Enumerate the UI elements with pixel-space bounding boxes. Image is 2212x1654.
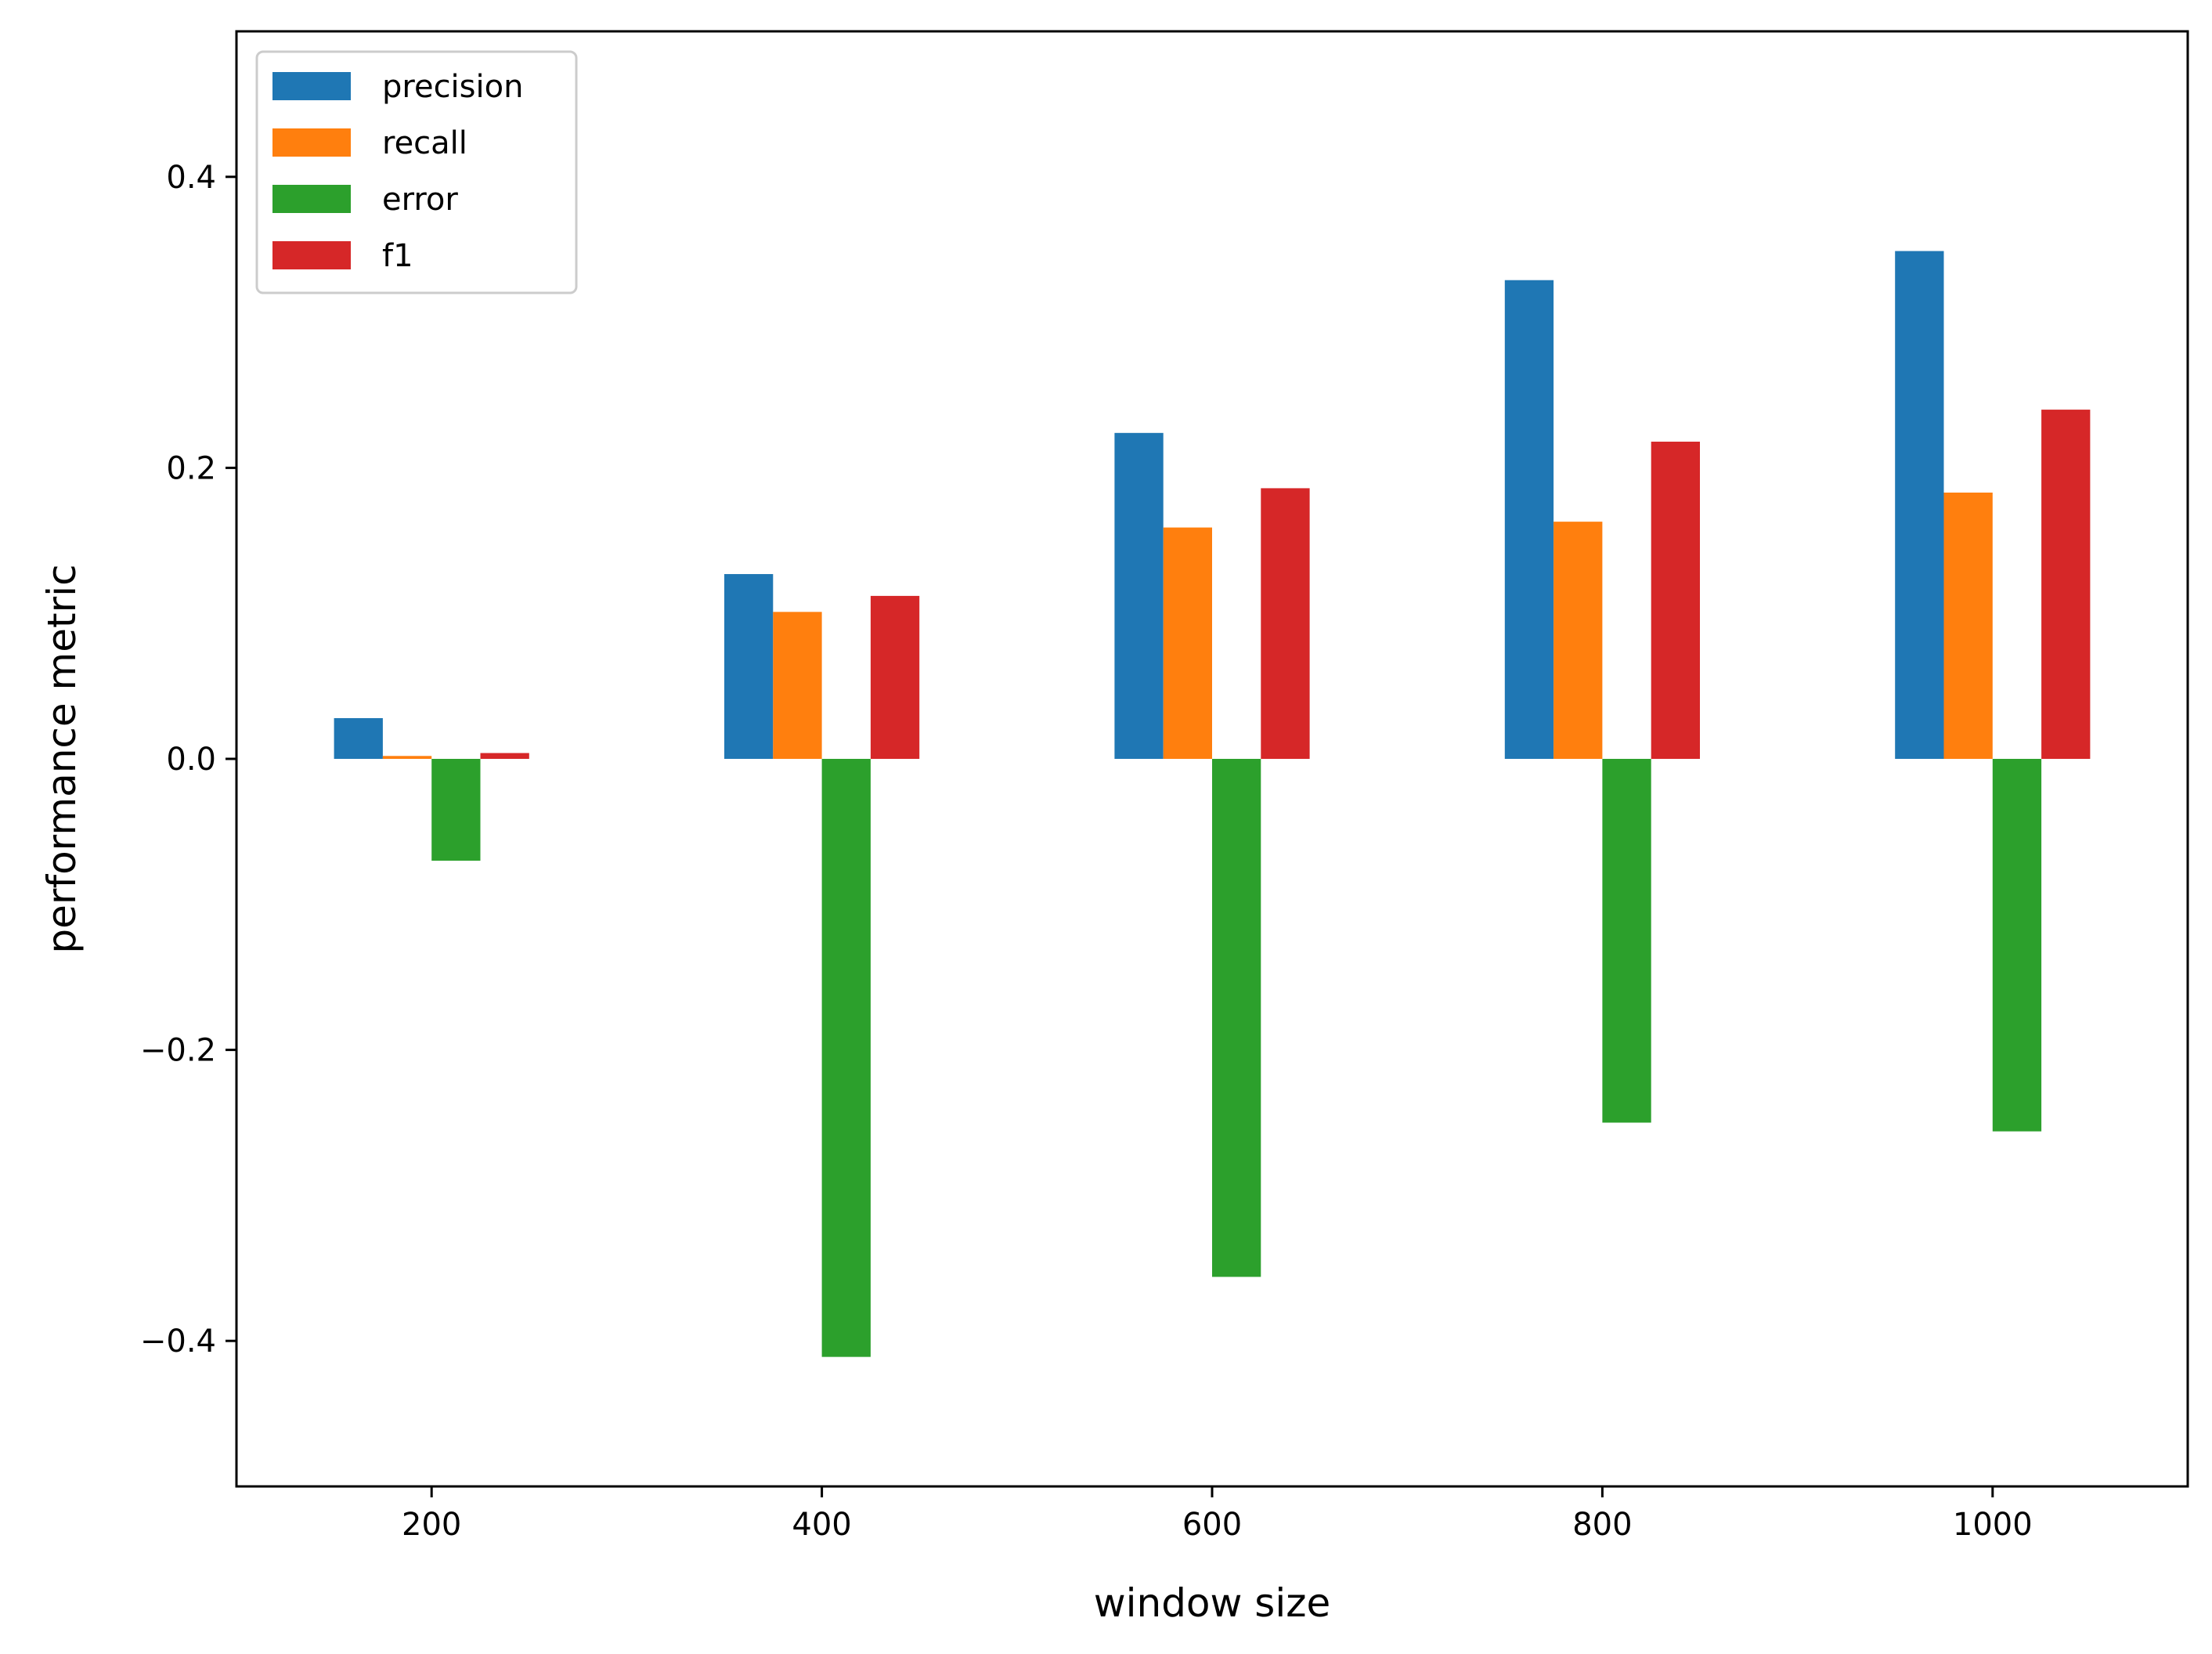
bar-error-200 <box>431 759 481 861</box>
bar-precision-200 <box>334 717 383 759</box>
bar-precision-600 <box>1114 432 1164 759</box>
x-tick-label: 1000 <box>1953 1507 2033 1543</box>
y-tick-label: −0.2 <box>140 1033 216 1069</box>
bar-recall-800 <box>1553 522 1603 759</box>
x-tick-label: 200 <box>402 1507 461 1543</box>
bar-recall-400 <box>773 612 822 759</box>
legend-label-precision: precision <box>382 69 523 105</box>
bar-precision-400 <box>724 574 774 759</box>
bar-f1-600 <box>1261 488 1310 759</box>
legend: precision recall error f1 <box>255 50 578 294</box>
y-tick-label: 0.2 <box>166 450 216 486</box>
x-tick-label: 800 <box>1572 1507 1632 1543</box>
bar-error-600 <box>1212 759 1261 1277</box>
x-tick-label: 400 <box>792 1507 851 1543</box>
legend-swatch-precision <box>272 72 351 100</box>
bar-error-800 <box>1602 759 1651 1123</box>
bar-precision-800 <box>1504 280 1554 759</box>
x-axis-ticks: 200 400 600 800 1000 <box>402 1486 2033 1543</box>
bar-recall-600 <box>1163 527 1212 759</box>
y-tick-label: −0.4 <box>140 1324 216 1360</box>
legend-box <box>255 50 578 294</box>
bar-recall-200 <box>382 756 432 759</box>
bar-error-1000 <box>1992 759 2042 1132</box>
legend-label-recall: recall <box>382 125 467 161</box>
bar-precision-1000 <box>1895 251 1944 760</box>
legend-swatch-f1 <box>272 241 351 269</box>
y-tick-label: 0.4 <box>166 160 216 196</box>
bar-f1-400 <box>870 595 920 759</box>
bar-recall-1000 <box>1943 492 1993 759</box>
y-axis-ticks: −0.4 −0.2 0.0 0.2 0.4 <box>140 160 236 1360</box>
bar-error-400 <box>821 759 871 1357</box>
y-tick-label: 0.0 <box>166 742 216 778</box>
legend-label-error: error <box>382 182 458 218</box>
legend-label-f1: f1 <box>382 238 413 274</box>
x-tick-label: 600 <box>1182 1507 1242 1543</box>
bar-f1-800 <box>1651 441 1700 759</box>
x-axis-label: window size <box>1094 1580 1331 1626</box>
y-axis-label: performance metric <box>39 564 85 953</box>
legend-swatch-error <box>272 185 351 213</box>
bar-f1-1000 <box>2041 410 2091 759</box>
legend-swatch-recall <box>272 128 351 157</box>
bars-group <box>334 251 2091 1357</box>
bar-f1-200 <box>480 753 529 759</box>
